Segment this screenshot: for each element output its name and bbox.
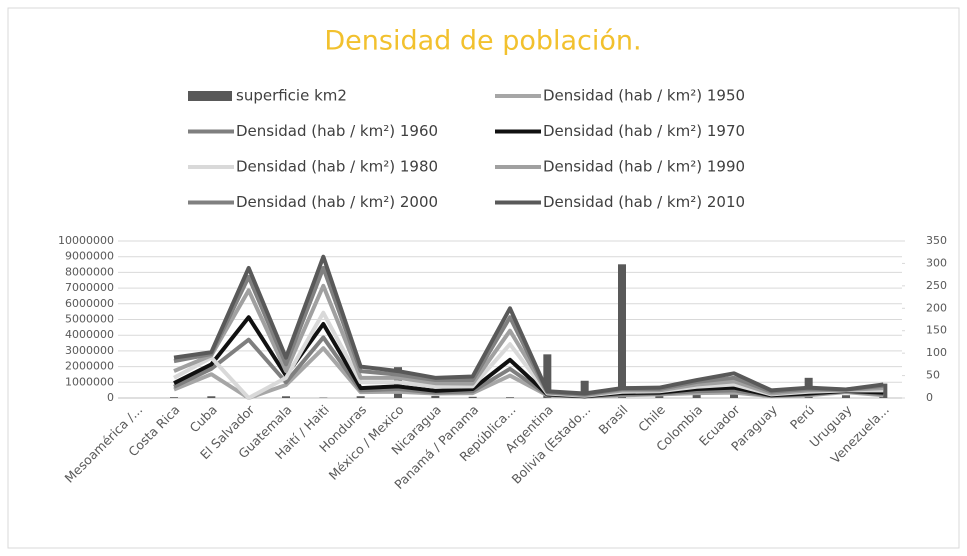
y-tick-label: 3000000: [65, 344, 114, 357]
y-tick-label: 2000000: [65, 360, 114, 373]
bar: [468, 396, 477, 398]
bar: [543, 354, 552, 398]
legend-label: superficie km2: [236, 87, 347, 105]
y2-tick-label: 50: [926, 369, 940, 382]
bar: [207, 396, 216, 398]
bar: [431, 395, 440, 398]
bar: [580, 380, 589, 398]
bar: [730, 393, 738, 398]
legend-label: Densidad (hab / km²) 1980: [236, 158, 438, 176]
y2-tick-label: 250: [926, 279, 947, 292]
y-tick-label: 9000000: [65, 250, 114, 263]
y2-tick-label: 200: [926, 301, 947, 314]
bar: [170, 397, 178, 398]
bar: [842, 395, 850, 398]
legend-label: Densidad (hab / km²) 2000: [236, 193, 438, 211]
y2-tick-label: 100: [926, 346, 947, 359]
chart-border: [7, 7, 960, 549]
legend-swatch: [188, 91, 232, 101]
y-tick-label: 8000000: [65, 265, 114, 278]
y2-tick-label: 150: [926, 324, 947, 337]
y-tick-label: 5000000: [65, 313, 114, 326]
y-tick-label: 1000000: [65, 375, 114, 388]
y2-tick-label: 0: [926, 391, 933, 404]
legend-label: Densidad (hab / km²) 1960: [236, 122, 438, 140]
legend-label: Densidad (hab / km²) 1990: [543, 158, 745, 176]
bar: [506, 397, 514, 398]
legend-label: Densidad (hab / km²) 1950: [543, 87, 745, 105]
y2-tick-label: 300: [926, 256, 947, 269]
y2-tick-label: 350: [926, 234, 947, 247]
y-tick-label: 4000000: [65, 328, 114, 341]
y-tick-label: 6000000: [65, 297, 114, 310]
legend-label: Densidad (hab / km²) 2010: [543, 193, 745, 211]
chart-title: Densidad de población.: [324, 26, 641, 57]
bar: [282, 396, 290, 398]
y-tick-label: 10000000: [58, 234, 114, 247]
line-series: [173, 254, 884, 396]
bar: [618, 264, 626, 398]
y-tick-label: 7000000: [65, 281, 114, 294]
y-tick-label: 0: [107, 391, 114, 404]
bar: [356, 396, 365, 398]
legend-label: Densidad (hab / km²) 1970: [543, 122, 745, 140]
